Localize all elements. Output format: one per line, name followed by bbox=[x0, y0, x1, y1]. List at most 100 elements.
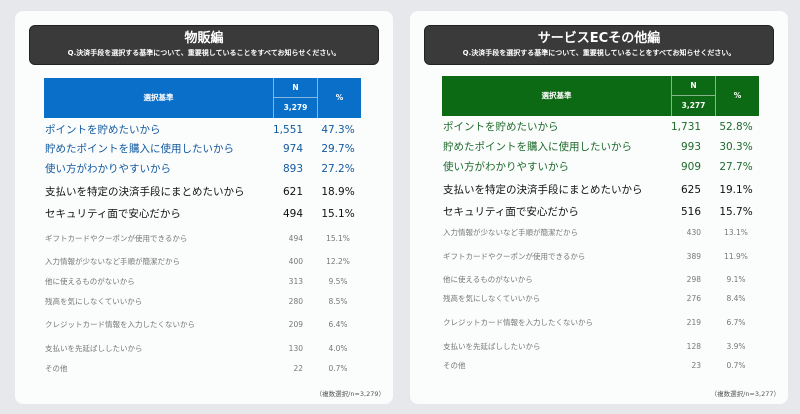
percent-value: 9.1% bbox=[726, 275, 746, 284]
count-value: 430 bbox=[686, 228, 701, 237]
percent-value: 6.7% bbox=[726, 318, 746, 327]
percent-value: 29.7% bbox=[321, 143, 355, 155]
table-row: ギフトカードやクーポンが使用できるから 389 11.9% bbox=[442, 249, 759, 265]
table-row: その他 23 0.7% bbox=[442, 358, 759, 374]
percent-value: 3.9% bbox=[726, 342, 746, 351]
criteria-label: ポイントを貯めたいから bbox=[45, 124, 161, 136]
criteria-label: 支払いを特定の決済手段にまとめたいから bbox=[45, 186, 245, 198]
count-value: 298 bbox=[686, 275, 701, 284]
percent-value: 13.1% bbox=[724, 228, 748, 237]
table-row: 残高を気にしなくていいから 276 8.4% bbox=[442, 291, 759, 307]
criteria-header: 選択基準 bbox=[541, 91, 572, 100]
table-row: 残高を気にしなくていいから 280 8.5% bbox=[44, 294, 361, 310]
percent-value: 9.5% bbox=[328, 277, 348, 286]
percent-value: 19.1% bbox=[719, 184, 753, 196]
n-header: N bbox=[273, 78, 317, 98]
percent-value: 15.1% bbox=[326, 234, 350, 243]
percent-value: 4.0% bbox=[328, 344, 348, 353]
table-row: セキュリティ面で安心だから 494 15.1% bbox=[44, 206, 361, 222]
count-value: 128 bbox=[686, 342, 701, 351]
count-value: 276 bbox=[686, 294, 701, 303]
table-row: その他 22 0.7% bbox=[44, 361, 361, 377]
footnote: （複数選択/n=3,279） bbox=[315, 390, 385, 398]
criteria-label: 支払いを先延ばししたいから bbox=[443, 342, 541, 351]
criteria-label: 入力情報が少ないなど手順が簡潔だから bbox=[443, 228, 578, 237]
percent-header: % bbox=[715, 76, 759, 116]
table-row: 貯めたポイントを購入に使用したいから 974 29.7% bbox=[44, 141, 361, 157]
n-total: 3,277 bbox=[671, 96, 715, 116]
percent-value: 27.7% bbox=[719, 161, 753, 173]
table-row: ポイントを貯めたいから 1,731 52.8% bbox=[442, 119, 759, 135]
criteria-label: 入力情報が少ないなど手順が簡潔だから bbox=[45, 257, 180, 266]
question-text: Q.決済手段を選択する基準について、重要視していることをすべてお知らせください。 bbox=[67, 49, 341, 57]
count-value: 494 bbox=[288, 234, 303, 243]
criteria-label: 貯めたポイントを購入に使用したいから bbox=[443, 141, 632, 153]
table-row: 支払いを先延ばししたいから 130 4.0% bbox=[44, 341, 361, 357]
criteria-label: 支払いを先延ばししたいから bbox=[45, 344, 143, 353]
table-header: 選択基準 N 3,277 % bbox=[442, 76, 759, 116]
count-value: 389 bbox=[686, 252, 701, 261]
table-row: クレジットカード情報を入力したくないから 209 6.4% bbox=[44, 317, 361, 333]
count-value: 209 bbox=[288, 320, 303, 329]
percent-header: % bbox=[317, 78, 361, 118]
panel-title: サービスECその他編 bbox=[537, 31, 661, 46]
panel-header: サービスECその他編 Q.決済手段を選択する基準について、重要視していることをす… bbox=[424, 25, 774, 65]
criteria-label: クレジットカード情報を入力したくないから bbox=[45, 320, 195, 329]
criteria-label: クレジットカード情報を入力したくないから bbox=[443, 318, 593, 327]
criteria-label: その他 bbox=[45, 364, 68, 373]
table-row: 使い方がわかりやすいから 893 27.2% bbox=[44, 161, 361, 177]
percent-value: 18.9% bbox=[321, 186, 355, 198]
count-value: 909 bbox=[680, 161, 701, 173]
percent-value: 15.7% bbox=[719, 206, 753, 218]
table-row: 支払いを特定の決済手段にまとめたいから 621 18.9% bbox=[44, 184, 361, 200]
percent-value: 47.3% bbox=[321, 124, 355, 136]
criteria-label: ポイントを貯めたいから bbox=[443, 121, 559, 133]
count-value: 621 bbox=[282, 186, 303, 198]
count-value: 494 bbox=[282, 208, 303, 220]
criteria-label: 他に使えるものがないから bbox=[443, 275, 533, 284]
table-row: セキュリティ面で安心だから 516 15.7% bbox=[442, 204, 759, 220]
count-value: 1,731 bbox=[671, 121, 702, 133]
percent-value: 52.8% bbox=[719, 121, 753, 133]
table-row: 支払いを先延ばししたいから 128 3.9% bbox=[442, 339, 759, 355]
percent-value: 6.4% bbox=[328, 320, 348, 329]
count-value: 219 bbox=[686, 318, 701, 327]
table-row: 支払いを特定の決済手段にまとめたいから 625 19.1% bbox=[442, 182, 759, 198]
criteria-label: 貯めたポイントを購入に使用したいから bbox=[45, 143, 234, 155]
criteria-label: ギフトカードやクーポンが使用できるから bbox=[45, 234, 188, 243]
percent-value: 11.9% bbox=[724, 252, 748, 261]
count-value: 280 bbox=[288, 297, 303, 306]
n-header: N bbox=[671, 76, 715, 96]
table-row: 他に使えるものがないから 313 9.5% bbox=[44, 274, 361, 290]
count-value: 23 bbox=[691, 361, 701, 370]
count-value: 974 bbox=[282, 143, 303, 155]
count-value: 625 bbox=[680, 184, 701, 196]
percent-value: 30.3% bbox=[719, 141, 753, 153]
count-value: 22 bbox=[293, 364, 303, 373]
table-header: 選択基準 N 3,279 % bbox=[44, 78, 361, 118]
count-value: 993 bbox=[680, 141, 701, 153]
table-row: ギフトカードやクーポンが使用できるから 494 15.1% bbox=[44, 231, 361, 247]
count-value: 1,551 bbox=[273, 124, 304, 136]
count-value: 516 bbox=[680, 206, 701, 218]
table-row: ポイントを貯めたいから 1,551 47.3% bbox=[44, 122, 361, 138]
criteria-label: 残高を気にしなくていいから bbox=[45, 297, 143, 306]
criteria-label: 他に使えるものがないから bbox=[45, 277, 135, 286]
criteria-label: その他 bbox=[443, 361, 466, 370]
footnote: （複数選択/n=3,277） bbox=[710, 390, 780, 398]
percent-value: 0.7% bbox=[328, 364, 348, 373]
service-ec-panel: サービスECその他編 Q.決済手段を選択する基準について、重要視していることをす… bbox=[410, 11, 788, 404]
criteria-label: ギフトカードやクーポンが使用できるから bbox=[443, 252, 586, 261]
percent-value: 8.5% bbox=[328, 297, 348, 306]
table-row: 入力情報が少ないなど手順が簡潔だから 430 13.1% bbox=[442, 225, 759, 241]
criteria-label: セキュリティ面で安心だから bbox=[45, 208, 181, 220]
criteria-label: 支払いを特定の決済手段にまとめたいから bbox=[443, 184, 643, 196]
panel-title: 物販編 bbox=[184, 31, 224, 46]
count-value: 400 bbox=[288, 257, 303, 266]
table-row: 他に使えるものがないから 298 9.1% bbox=[442, 272, 759, 288]
table-row: 使い方がわかりやすいから 909 27.7% bbox=[442, 159, 759, 175]
count-value: 130 bbox=[288, 344, 303, 353]
count-value: 313 bbox=[288, 277, 303, 286]
criteria-label: セキュリティ面で安心だから bbox=[443, 206, 579, 218]
table-row: クレジットカード情報を入力したくないから 219 6.7% bbox=[442, 315, 759, 331]
